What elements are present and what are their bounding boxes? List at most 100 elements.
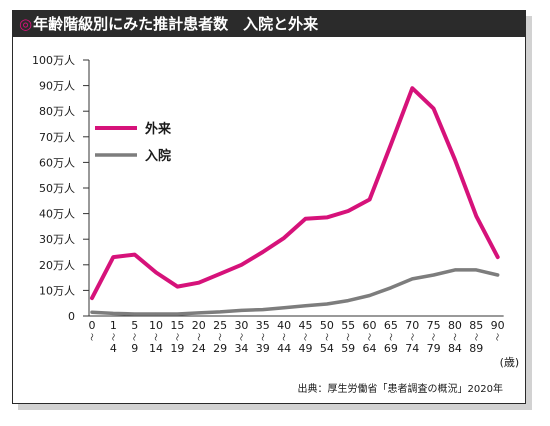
data-point	[133, 312, 136, 316]
data-point	[432, 273, 435, 277]
x-tick-separator: 〜	[343, 333, 352, 341]
x-tick-label: 74	[405, 342, 419, 355]
x-tick-label: 15	[170, 319, 184, 332]
data-point	[347, 209, 350, 213]
x-tick-separator: 〜	[236, 333, 245, 341]
x-tick-label: 4	[110, 342, 117, 355]
y-tick-label: 40万人	[39, 208, 75, 221]
y-tick-label: 70万人	[39, 131, 75, 144]
y-tick-label: 20万人	[39, 259, 75, 272]
x-axis-unit: (歳)	[500, 356, 520, 369]
x-tick-label: 64	[363, 342, 377, 355]
x-tick-separator: 〜	[493, 333, 502, 341]
data-point	[325, 302, 329, 306]
y-tick-label: 90万人	[39, 80, 75, 93]
x-tick-label: 65	[384, 319, 398, 332]
line-chart: 010万人20万人30万人40万人50万人60万人70万人80万人90万人100…	[32, 54, 520, 369]
x-tick-label: 44	[277, 342, 291, 355]
x-tick-label: 60	[363, 319, 377, 332]
title-mark: ◎	[19, 15, 33, 33]
data-point	[368, 198, 371, 201]
x-tick-label: 19	[170, 342, 184, 355]
x-tick-label: 84	[448, 342, 462, 355]
data-point	[112, 312, 115, 315]
y-tick-label: 60万人	[39, 156, 75, 169]
x-tick-label: 9	[131, 342, 138, 355]
series-line-outpatient	[90, 86, 500, 301]
x-tick-label: 80	[448, 319, 462, 332]
data-point	[176, 285, 179, 288]
x-tick-label: 10	[149, 319, 163, 332]
data-point	[261, 250, 264, 254]
data-point	[218, 272, 222, 275]
data-point	[90, 310, 94, 314]
data-point	[389, 286, 393, 290]
y-tick-label: 100万人	[32, 54, 75, 67]
x-tick-separator: 〜	[279, 333, 288, 341]
x-tick-label: 79	[427, 342, 441, 355]
series-line-inpatient	[90, 268, 500, 316]
x-tick-label: 75	[427, 319, 441, 332]
data-point	[197, 281, 200, 284]
data-point	[282, 236, 286, 240]
x-tick-label: 55	[341, 319, 355, 332]
data-point	[347, 299, 350, 302]
x-tick-separator: 〜	[108, 333, 117, 341]
x-tick-separator: 〜	[87, 333, 96, 341]
legend-label: 入院	[145, 148, 171, 164]
x-tick-separator: 〜	[151, 333, 160, 341]
legend-label: 外来	[144, 121, 172, 137]
x-tick-label: 34	[234, 342, 248, 355]
x-tick-separator: 〜	[450, 333, 459, 341]
chart-title: 年齢階級別にみた推計患者数 入院と外来	[33, 15, 319, 33]
data-point	[453, 158, 457, 162]
x-tick-separator: 〜	[322, 333, 331, 341]
x-tick-label: 39	[256, 342, 270, 355]
x-tick-label: 25	[213, 319, 227, 332]
x-tick-separator: 〜	[301, 333, 310, 341]
x-tick-label: 69	[384, 342, 398, 355]
data-point	[154, 312, 158, 316]
data-point	[176, 312, 179, 316]
x-tick-label: 50	[320, 319, 334, 332]
x-tick-label: 1	[110, 319, 117, 332]
data-point	[112, 255, 115, 259]
x-tick-label: 49	[299, 342, 313, 355]
data-point	[368, 294, 371, 297]
x-tick-label: 89	[469, 342, 483, 355]
x-tick-label: 54	[320, 342, 334, 355]
x-tick-label: 14	[149, 342, 163, 355]
x-tick-separator: 〜	[386, 333, 395, 341]
x-tick-label: 24	[192, 342, 206, 355]
x-tick-separator: 〜	[429, 333, 438, 341]
x-tick-label: 45	[299, 319, 313, 332]
x-tick-label: 59	[341, 342, 355, 355]
y-tick-label: 50万人	[39, 182, 75, 195]
chart-title-bar: ◎年齢階級別にみた推計患者数 入院と外来	[13, 11, 525, 37]
y-tick-label: 10万人	[39, 284, 75, 297]
data-point	[218, 310, 222, 314]
data-point	[304, 304, 307, 307]
x-tick-label: 40	[277, 319, 291, 332]
data-point	[133, 253, 136, 256]
x-tick-separator: 〜	[172, 333, 181, 341]
data-point	[240, 263, 243, 266]
x-tick-label: 30	[234, 319, 248, 332]
x-tick-label: 35	[256, 319, 270, 332]
data-point	[432, 107, 435, 110]
x-tick-separator: 〜	[194, 333, 203, 341]
data-point	[475, 214, 478, 218]
data-point	[411, 277, 414, 281]
data-point	[282, 306, 286, 310]
source-note: 出典：厚生労働省「患者調査の概況」2020年	[297, 384, 503, 395]
x-tick-separator: 〜	[407, 333, 416, 341]
x-tick-separator: 〜	[258, 333, 267, 341]
x-tick-label: 20	[192, 319, 206, 332]
data-point	[389, 143, 393, 146]
data-point	[475, 268, 478, 272]
data-point	[411, 86, 414, 90]
data-point	[90, 296, 94, 300]
data-point	[154, 271, 158, 274]
data-point	[496, 273, 499, 277]
y-tick-label: 80万人	[39, 105, 75, 118]
